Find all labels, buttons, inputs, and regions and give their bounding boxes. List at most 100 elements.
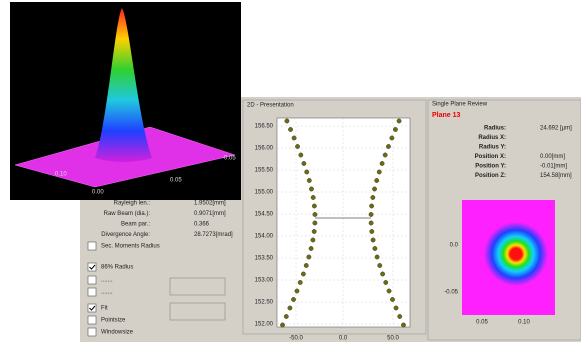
- info-label: Raw Beam (dia.):: [104, 211, 151, 217]
- caustic-point: [377, 170, 381, 174]
- y-label: 156.00: [255, 146, 274, 152]
- caustic-point: [378, 263, 382, 267]
- checkbox[interactable]: [88, 288, 96, 296]
- x-label: 50.0: [387, 336, 399, 342]
- caustic-point: [309, 246, 313, 250]
- caustic-point: [394, 306, 398, 310]
- x-label: 0.0: [339, 336, 348, 342]
- axis-label: 0.10: [55, 172, 67, 178]
- caustic-point: [369, 204, 373, 208]
- axis-label: 0.00: [92, 190, 104, 196]
- caustic-point: [292, 136, 296, 140]
- caustic-point: [312, 229, 316, 233]
- caustic-point: [305, 170, 309, 174]
- caustic-point: [401, 323, 405, 327]
- caustic-point: [312, 204, 316, 208]
- caustic-point: [369, 221, 373, 225]
- y-label: 155.00: [255, 190, 274, 196]
- button[interactable]: [170, 303, 225, 320]
- info-label: Beam par.:: [121, 222, 150, 228]
- option-label: Fit: [101, 306, 108, 312]
- caustic-point: [298, 280, 302, 284]
- caustic-point: [397, 119, 401, 123]
- caustic-point: [387, 289, 391, 293]
- checkbox[interactable]: [88, 304, 96, 312]
- checkbox[interactable]: [88, 276, 96, 284]
- option-label: 86% Radius: [101, 265, 133, 271]
- review-label: Radius:: [484, 126, 506, 132]
- checkbox[interactable]: [88, 328, 96, 336]
- spot-y-label: -0.05: [444, 290, 458, 296]
- info-label: Rayleigh len.:: [114, 201, 151, 207]
- review-value: 154.58[mm]: [540, 173, 572, 179]
- caustic-point: [307, 255, 311, 259]
- caustic-point: [390, 136, 394, 140]
- caustic-point: [291, 297, 295, 301]
- spot-x-label: 0.10: [518, 320, 530, 326]
- caustic-point: [369, 212, 373, 216]
- option-label: Pointsize: [101, 318, 126, 324]
- caustic-point: [375, 255, 379, 259]
- y-label: 152.00: [255, 322, 274, 328]
- caustic-point: [299, 153, 303, 157]
- y-label: 155.50: [255, 168, 274, 174]
- caustic-point: [288, 127, 292, 131]
- caustic-point: [304, 263, 308, 267]
- caustic-point: [380, 272, 384, 276]
- caustic-point: [284, 314, 288, 318]
- option-label: Windowsize: [101, 330, 134, 336]
- y-label: 153.00: [255, 278, 274, 284]
- caustic-point: [285, 119, 289, 123]
- caustic-point: [313, 212, 317, 216]
- panel-title: 2D - Presentation: [247, 103, 294, 109]
- option-label: .......: [101, 278, 113, 284]
- caustic-point: [288, 306, 292, 310]
- option-label: .......: [101, 290, 113, 296]
- review-label: Position X:: [475, 154, 506, 160]
- caustic-point: [371, 238, 375, 242]
- x-label: -50.0: [289, 336, 303, 342]
- caustic-point: [307, 178, 311, 182]
- panel-title: Single Plane Review: [432, 102, 488, 108]
- caustic-point: [390, 297, 394, 301]
- button[interactable]: [170, 278, 225, 295]
- caustic-point: [375, 178, 379, 182]
- y-label: 154.50: [255, 212, 274, 218]
- info-value: 1.9502[mm]: [194, 201, 226, 207]
- info-value: 0.9071[mm]: [194, 211, 226, 217]
- spot-x-label: 0.05: [476, 320, 488, 326]
- caustic-point: [380, 161, 384, 165]
- y-label: 153.50: [255, 256, 274, 262]
- caustic-point: [301, 272, 305, 276]
- checkbox[interactable]: [88, 263, 96, 271]
- caustic-point: [309, 187, 313, 191]
- presentation-plot: [277, 118, 410, 327]
- info-label: Divergence Angle:: [101, 232, 150, 238]
- caustic-point: [384, 280, 388, 284]
- caustic-point: [383, 153, 387, 157]
- review-label: Radius Y:: [479, 145, 506, 151]
- review-label: Position Y:: [475, 164, 506, 170]
- axis-label: 0.05: [170, 178, 182, 184]
- caustic-point: [372, 187, 376, 191]
- info-value: 28.7273[mrad]: [194, 232, 233, 238]
- caustic-point: [386, 144, 390, 148]
- review-value: -0.01[mm]: [540, 164, 567, 170]
- y-label: 154.00: [255, 234, 274, 240]
- caustic-point: [311, 238, 315, 242]
- plane-name: Plane 13: [432, 112, 461, 119]
- caustic-point: [393, 127, 397, 131]
- checkbox[interactable]: [88, 316, 96, 324]
- beam-spot: [484, 222, 548, 286]
- review-label: Radius X:: [478, 135, 506, 141]
- caustic-point: [295, 144, 299, 148]
- caustic-point: [373, 246, 377, 250]
- y-label: 152.50: [255, 300, 274, 306]
- caustic-point: [302, 161, 306, 165]
- caustic-point: [313, 221, 317, 225]
- caustic-point: [370, 229, 374, 233]
- checkbox[interactable]: [88, 242, 96, 250]
- screenshot: 0.10 0.00 0.05 -0.05 Rayleigh len.: 1.9502[mm…: [0, 0, 581, 348]
- review-label: Position Z:: [475, 173, 506, 179]
- spot-y-label: 0.0: [450, 243, 459, 249]
